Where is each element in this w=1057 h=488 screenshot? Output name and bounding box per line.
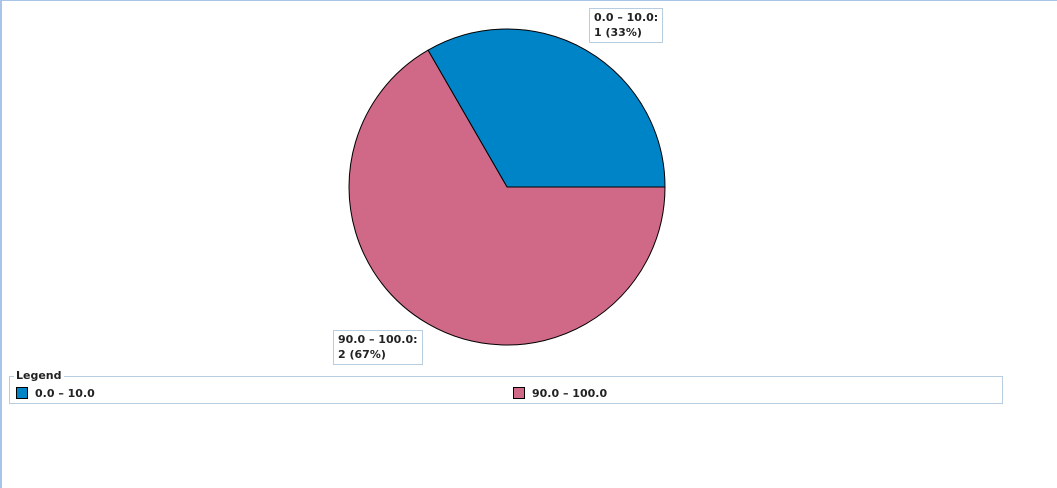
slice-label-90-100-value: 2 (67%) [338, 348, 386, 361]
legend-label-90-100: 90.0 – 100.0 [532, 386, 608, 400]
slice-label-0-10-category: 0.0 – 10.0: [594, 11, 659, 24]
legend-title: Legend [14, 369, 64, 383]
slice-label-90-100: 90.0 – 100.0: 2 (67%) [333, 330, 423, 365]
slice-label-0-10: 0.0 – 10.0: 1 (33%) [589, 8, 664, 43]
legend-item-0-10: 0.0 – 10.0 [16, 386, 95, 400]
pie-slice-0 [427, 28, 666, 188]
slice-label-90-100-category: 90.0 – 100.0: [338, 333, 418, 346]
pie-slice-1 [348, 49, 666, 346]
legend-swatch-0-10 [16, 387, 28, 399]
legend: Legend 0.0 – 10.0 90.0 – 100.0 [9, 369, 1003, 404]
legend-label-0-10: 0.0 – 10.0 [35, 386, 95, 400]
slice-label-0-10-value: 1 (33%) [594, 26, 642, 39]
legend-swatch-90-100 [513, 387, 525, 399]
legend-item-90-100: 90.0 – 100.0 [513, 386, 607, 400]
